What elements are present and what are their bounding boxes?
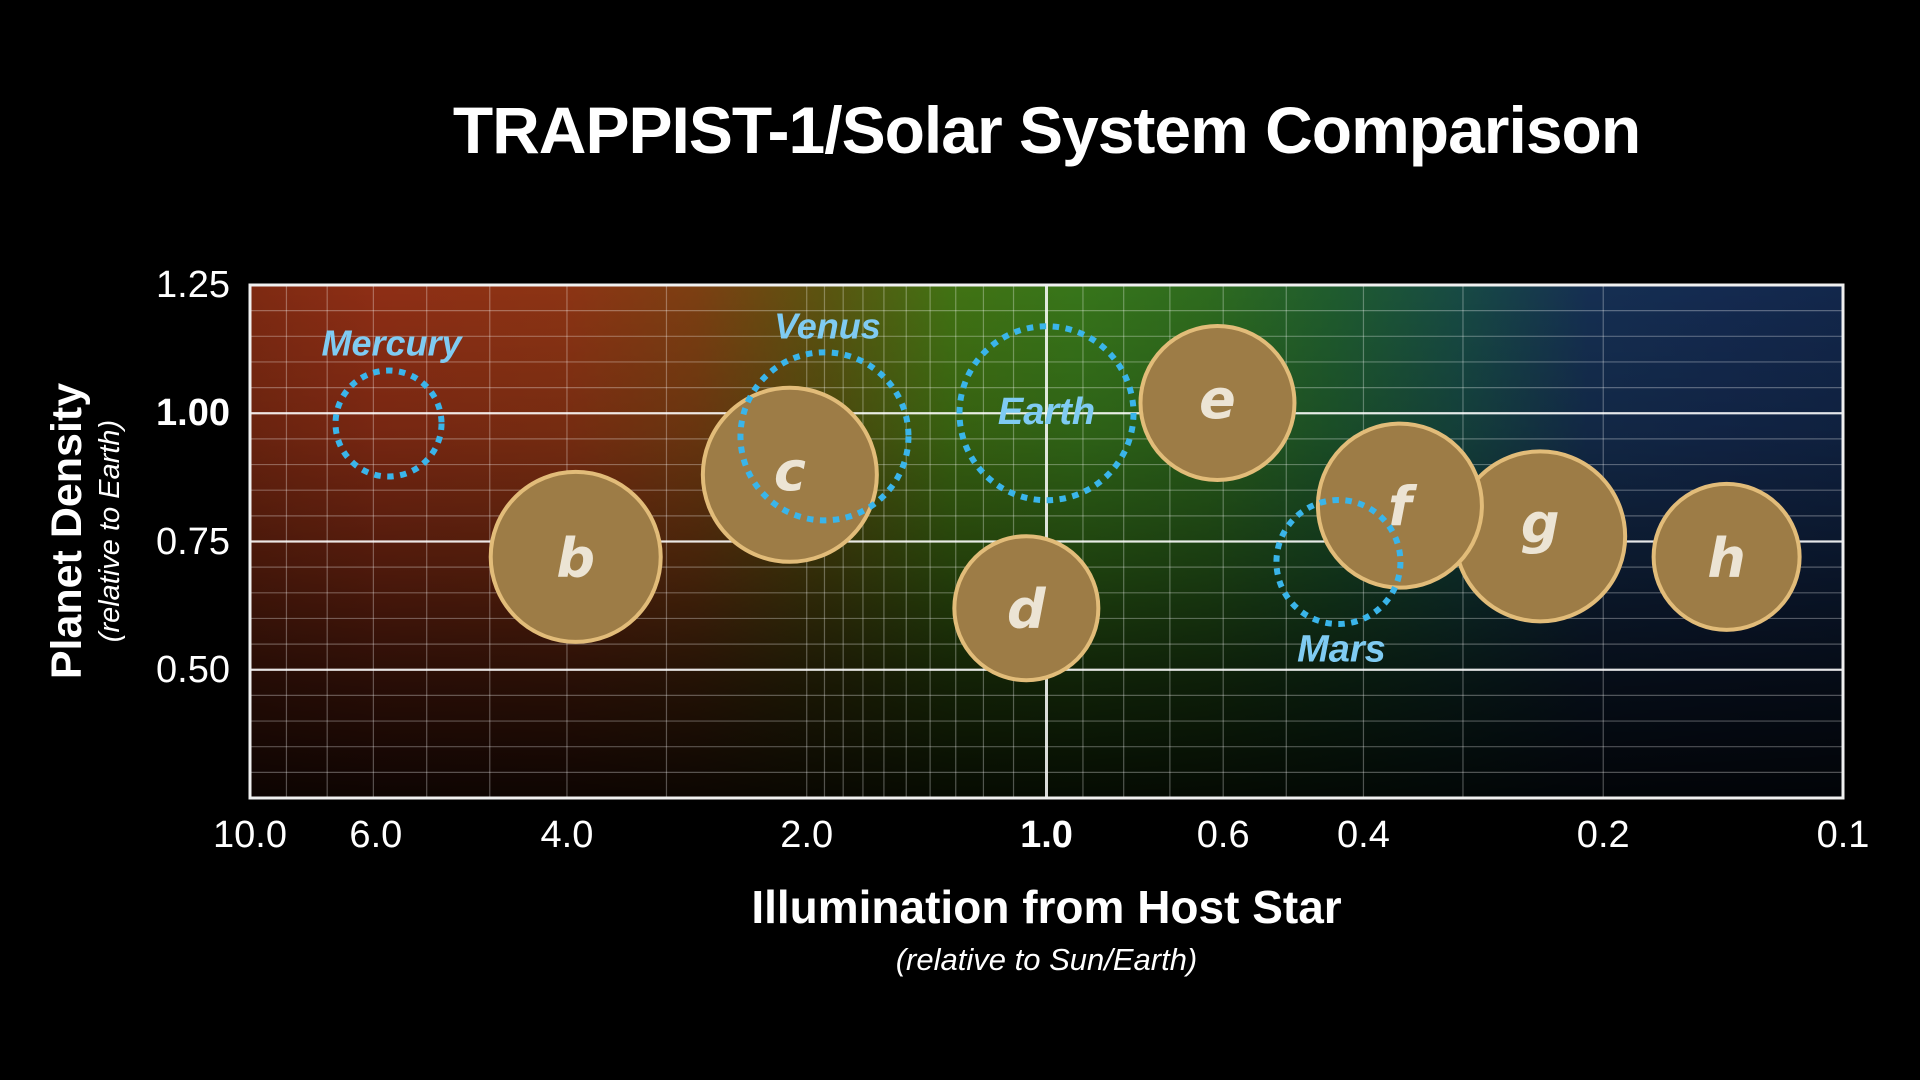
solar-circle-venus — [737, 349, 912, 524]
chart-title: TRAPPIST-1/Solar System Comparison — [452, 93, 1641, 167]
solar-label-earth: Earth — [998, 391, 1095, 433]
plot-border — [248, 283, 1845, 800]
y-tick-label-1.25: 1.25 — [156, 264, 230, 306]
x-tick-label-10.0: 10.0 — [213, 814, 287, 856]
y-tick-label-1.00: 1.00 — [156, 392, 230, 435]
x-tick-label-0.2: 0.2 — [1576, 814, 1630, 856]
x-axis-title: Illumination from Host Star — [751, 881, 1342, 933]
x-tick-label-2.0: 2.0 — [780, 814, 834, 856]
x-tick-label-6.0: 6.0 — [349, 814, 403, 856]
solar-label-mars: Mars — [1297, 629, 1386, 671]
y-tick-label-0.75: 0.75 — [156, 520, 230, 563]
solar-label-mercury: Mercury — [322, 322, 464, 363]
planet-bubble-h — [1651, 481, 1802, 632]
planet-letter-g: g — [1521, 492, 1560, 555]
x-tick-label-0.6: 0.6 — [1196, 814, 1250, 856]
x-axis-title-block: Illumination from Host Star (relative to… — [250, 880, 1843, 978]
x-tick-label-0.1: 0.1 — [1816, 814, 1870, 856]
x-tick-label-1.0: 1.0 — [1020, 814, 1073, 856]
solar-label-venus: Venus — [774, 305, 881, 346]
solar-circle-mars — [1273, 497, 1404, 628]
planet-letter-c: c — [774, 440, 806, 503]
y-axis-title-block: Planet Density (relative to Earth) — [43, 231, 129, 831]
x-axis-subtitle: (relative to Sun/Earth) — [895, 942, 1198, 977]
x-tick-label-4.0: 4.0 — [540, 814, 594, 856]
solar-circle-mercury — [332, 367, 445, 480]
planet-letter-b: b — [556, 527, 595, 590]
solar-circle-earth — [956, 323, 1137, 504]
planet-letter-e: e — [1199, 368, 1236, 431]
planet-bubble-f — [1315, 421, 1484, 590]
x-tick-label-0.4: 0.4 — [1337, 814, 1390, 856]
y-axis-title: Planet Density — [43, 382, 91, 680]
y-axis-subtitle: (relative to Earth) — [94, 419, 126, 643]
planet-bubble-b — [488, 469, 663, 644]
planet-letter-h: h — [1707, 527, 1745, 590]
planet-letter-d: d — [1007, 578, 1047, 641]
y-tick-label-0.50: 0.50 — [156, 648, 230, 691]
planet-bubble-d — [952, 534, 1101, 683]
planet-bubble-e — [1138, 323, 1297, 482]
